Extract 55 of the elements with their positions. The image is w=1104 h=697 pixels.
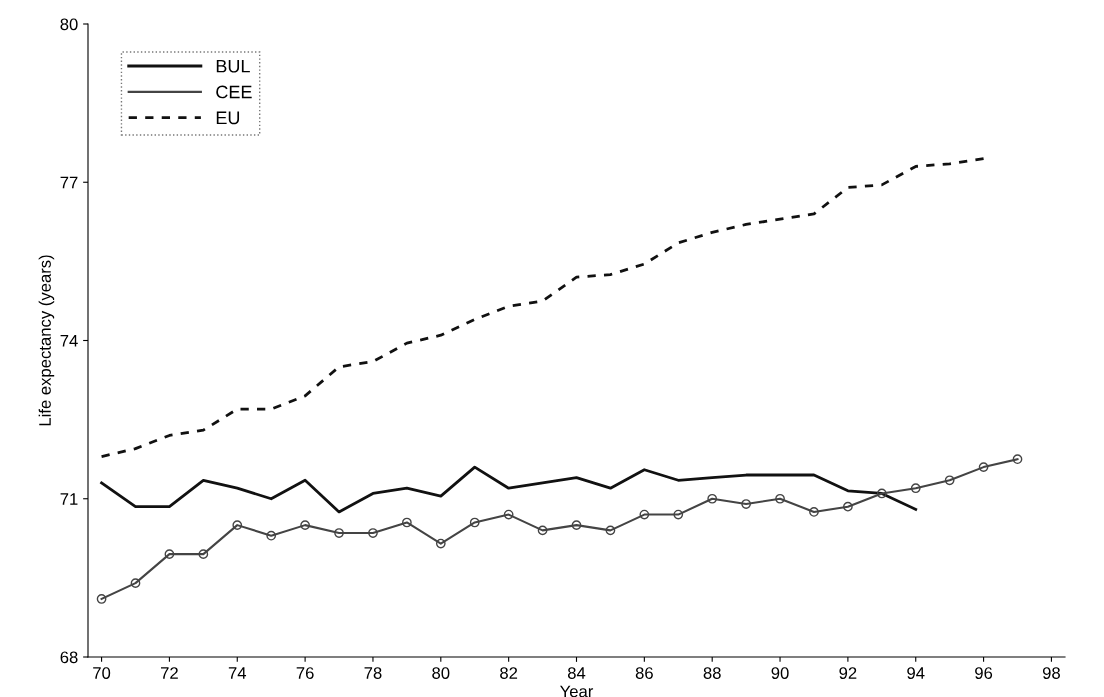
point — [876, 488, 887, 499]
x-tick-label: 88 — [703, 667, 721, 679]
point — [232, 520, 243, 530]
point — [300, 520, 310, 530]
y-tick-label: 71 — [60, 493, 78, 505]
x-tick-label: 90 — [771, 667, 789, 679]
point — [809, 507, 819, 517]
y-tick-label: 74 — [60, 335, 78, 347]
legend-label: EU — [216, 111, 240, 125]
point — [402, 517, 412, 528]
x-tick-label: 70 — [93, 667, 111, 679]
legend-label: CEE — [216, 85, 252, 99]
line-series — [100, 157, 985, 458]
point — [605, 525, 616, 536]
point — [334, 528, 344, 538]
x-tick-label: 74 — [228, 667, 247, 679]
x-tick-label: 82 — [500, 667, 518, 679]
point — [503, 509, 514, 520]
x-tick-label: 72 — [161, 667, 178, 679]
x-tick-label: 94 — [907, 667, 925, 679]
x-tick-label: 96 — [975, 667, 993, 679]
x-tick-label: 92 — [839, 667, 857, 679]
point — [775, 493, 785, 504]
x-axis-title: Year — [560, 685, 594, 697]
point — [198, 549, 209, 559]
point — [639, 509, 650, 520]
point — [944, 475, 955, 486]
x-tick-label: 84 — [567, 667, 586, 679]
point — [978, 462, 989, 472]
point — [266, 530, 277, 541]
x-tick-label: 76 — [296, 667, 314, 679]
x-tick-label: 86 — [635, 667, 653, 679]
point — [96, 594, 107, 604]
point — [741, 499, 751, 509]
y-tick-label: 80 — [60, 18, 78, 31]
point — [469, 517, 480, 528]
point — [843, 501, 853, 512]
x-tick-label: 78 — [364, 667, 382, 679]
y-tick-label: 77 — [60, 176, 78, 189]
point — [130, 578, 141, 589]
point — [571, 520, 582, 530]
point — [910, 483, 921, 494]
point — [537, 525, 548, 536]
point — [435, 538, 446, 549]
x-tick-label: 80 — [432, 667, 450, 679]
line-series — [100, 465, 918, 514]
point — [164, 549, 175, 559]
point — [1012, 454, 1023, 465]
legend-label: BUL — [216, 59, 250, 73]
x-tick-label: 98 — [1042, 667, 1060, 679]
point — [368, 528, 378, 538]
point — [673, 509, 684, 520]
y-axis-title: Life expectancy (years) — [38, 255, 55, 426]
y-tick-label: 68 — [60, 651, 78, 664]
point — [707, 493, 718, 504]
